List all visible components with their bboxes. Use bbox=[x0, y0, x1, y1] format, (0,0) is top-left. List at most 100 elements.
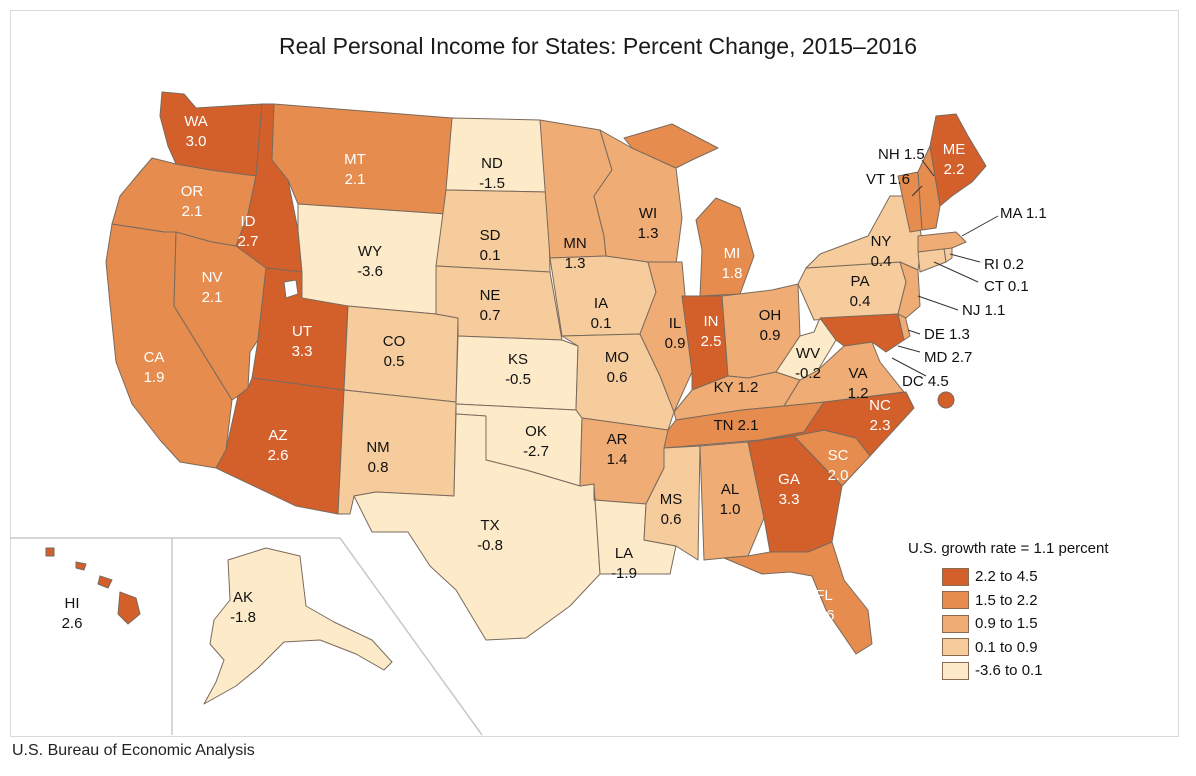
state-abbr-mo: MO bbox=[605, 349, 629, 366]
state-tx bbox=[353, 413, 601, 641]
callout-vt: VT 1.6 bbox=[866, 171, 910, 188]
legend-item: 1.5 to 2.2 bbox=[908, 589, 1109, 613]
legend-label: 1.5 to 2.2 bbox=[975, 591, 1038, 609]
state-abbr-ok: OK bbox=[525, 423, 547, 440]
state-abbr-fl: FL bbox=[815, 587, 833, 604]
legend-title: U.S. growth rate = 1.1 percent bbox=[908, 540, 1109, 557]
state-ri bbox=[943, 247, 953, 263]
state-value-ca: 1.9 bbox=[144, 369, 165, 386]
state-abbr-ks: KS bbox=[508, 351, 528, 368]
state-hi-kauai bbox=[45, 547, 55, 557]
state-value-mt: 2.1 bbox=[345, 171, 366, 188]
state-abbr-sd: SD bbox=[480, 227, 501, 244]
state-mi-up bbox=[623, 123, 719, 169]
state-value-wa: 3.0 bbox=[186, 133, 207, 150]
legend-swatch bbox=[942, 614, 969, 633]
state-abbr-in: IN bbox=[704, 313, 719, 330]
state-value-fl: 1.6 bbox=[814, 607, 835, 624]
state-nc bbox=[759, 391, 915, 457]
callout-de: DE 1.3 bbox=[924, 326, 970, 343]
state-abbr-nm: NM bbox=[366, 439, 389, 456]
state-value-al: 1.0 bbox=[720, 501, 741, 518]
state-abbr-mt: MT bbox=[344, 151, 366, 168]
state-abbr-sc: SC bbox=[828, 447, 849, 464]
callout-nj: NJ 1.1 bbox=[962, 302, 1005, 319]
map-title: Real Personal Income for States: Percent… bbox=[278, 33, 917, 59]
state-il bbox=[639, 261, 693, 413]
state-abbr-ga: GA bbox=[778, 471, 800, 488]
great-salt-lake bbox=[283, 279, 299, 299]
state-value-ut: 3.3 bbox=[292, 343, 313, 360]
state-value-oh: 0.9 bbox=[760, 327, 781, 344]
state-value-co: 0.5 bbox=[384, 353, 405, 370]
state-value-me: 2.2 bbox=[944, 161, 965, 178]
callout-ri: RI 0.2 bbox=[984, 256, 1024, 273]
state-nj bbox=[897, 261, 921, 319]
state-value-mi: 1.8 bbox=[722, 265, 743, 282]
state-value-va: 1.2 bbox=[848, 385, 869, 402]
state-value-ga: 3.3 bbox=[779, 491, 800, 508]
state-fl bbox=[723, 541, 873, 655]
callout-md: MD 2.7 bbox=[924, 349, 972, 366]
legend-swatch bbox=[942, 661, 969, 680]
legend-item: 2.2 to 4.5 bbox=[908, 565, 1109, 589]
legend: U.S. growth rate = 1.1 percent 2.2 to 4.… bbox=[908, 540, 1109, 683]
state-ms bbox=[643, 445, 701, 561]
state-abbr-la: LA bbox=[615, 545, 633, 562]
state-abbr-wv: WV bbox=[796, 345, 820, 362]
legend-label: 0.1 to 0.9 bbox=[975, 638, 1038, 656]
state-nh bbox=[917, 145, 941, 231]
state-abbr-ak: AK bbox=[233, 589, 253, 606]
state-abbr-ca: CA bbox=[144, 349, 165, 366]
legend-item: 0.1 to 0.9 bbox=[908, 636, 1109, 660]
legend-swatch bbox=[942, 567, 969, 586]
state-pa bbox=[797, 261, 907, 321]
state-abbr-ia: IA bbox=[594, 295, 608, 312]
state-value-wv: -0.2 bbox=[795, 365, 821, 382]
state-value-ok: -2.7 bbox=[523, 443, 549, 460]
state-abbr-mn: MN bbox=[563, 235, 586, 252]
state-abbr-ms: MS bbox=[660, 491, 683, 508]
state-abbr-ut: UT bbox=[292, 323, 312, 340]
state-abbr-az: AZ bbox=[268, 427, 287, 444]
state-me bbox=[929, 113, 987, 207]
state-value-pa: 0.4 bbox=[850, 293, 871, 310]
state-abbr-ny: NY bbox=[871, 233, 892, 250]
callout-ma: MA 1.1 bbox=[1000, 205, 1047, 222]
legend-label: -3.6 to 0.1 bbox=[975, 662, 1043, 680]
state-value-ne: 0.7 bbox=[480, 307, 501, 324]
state-value-nc: 2.3 bbox=[870, 417, 891, 434]
state-abbr-nc: NC bbox=[869, 397, 891, 414]
state-hi-big bbox=[117, 591, 141, 625]
callout-ct: CT 0.1 bbox=[984, 278, 1029, 295]
legend-swatch bbox=[942, 591, 969, 610]
source-credit: U.S. Bureau of Economic Analysis bbox=[12, 742, 255, 759]
state-value-ny: 0.4 bbox=[871, 253, 892, 270]
state-value-wi: 1.3 bbox=[638, 225, 659, 242]
state-label-ky: KY 1.2 bbox=[714, 379, 759, 396]
state-value-or: 2.1 bbox=[182, 203, 203, 220]
state-abbr-nv: NV bbox=[202, 269, 223, 286]
state-abbr-va: VA bbox=[849, 365, 868, 382]
state-abbr-ar: AR bbox=[607, 431, 628, 448]
state-value-nm: 0.8 bbox=[368, 459, 389, 476]
state-abbr-al: AL bbox=[721, 481, 739, 498]
state-value-az: 2.6 bbox=[268, 447, 289, 464]
inset-divider bbox=[10, 537, 483, 736]
state-value-sd: 0.1 bbox=[480, 247, 501, 264]
state-value-sc: 2.0 bbox=[828, 467, 849, 484]
state-value-ia: 0.1 bbox=[591, 315, 612, 332]
state-value-la: -1.9 bbox=[611, 565, 637, 582]
state-hi-oahu bbox=[75, 561, 87, 571]
state-value-wy: -3.6 bbox=[357, 263, 383, 280]
state-value-in: 2.5 bbox=[701, 333, 722, 350]
state-value-id: 2.7 bbox=[238, 233, 259, 250]
state-abbr-ne: NE bbox=[480, 287, 501, 304]
state-abbr-wi: WI bbox=[639, 205, 657, 222]
state-value-hi: 2.6 bbox=[62, 615, 83, 632]
legend-label: 2.2 to 4.5 bbox=[975, 568, 1038, 586]
state-abbr-mi: MI bbox=[724, 245, 741, 262]
state-label-tn: TN 2.1 bbox=[713, 417, 758, 434]
state-value-tx: -0.8 bbox=[477, 537, 503, 554]
